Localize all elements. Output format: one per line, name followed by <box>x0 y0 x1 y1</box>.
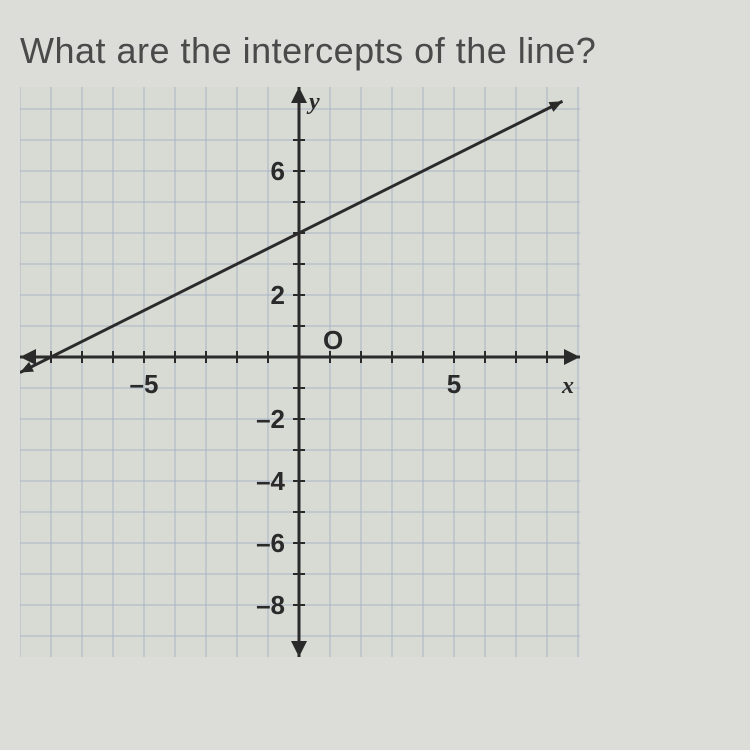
svg-text:2: 2 <box>271 280 285 310</box>
svg-text:y: y <box>306 89 320 115</box>
svg-text:O: O <box>323 325 343 355</box>
svg-text:–2: –2 <box>256 404 285 434</box>
svg-text:–5: –5 <box>130 369 159 399</box>
question-text: What are the intercepts of the line? <box>20 30 730 72</box>
svg-text:6: 6 <box>271 156 285 186</box>
coordinate-graph: –5 5 2 6 –2 –4 –6 –8 Ox y <box>20 87 580 657</box>
svg-text:5: 5 <box>447 369 461 399</box>
graph-container: –5 5 2 6 –2 –4 –6 –8 Ox y <box>20 87 580 657</box>
svg-text:–4: –4 <box>256 466 285 496</box>
svg-text:–6: –6 <box>256 528 285 558</box>
svg-text:–8: –8 <box>256 590 285 620</box>
svg-text:x: x <box>561 373 574 399</box>
